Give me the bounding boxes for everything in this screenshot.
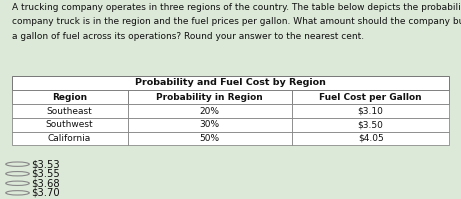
Text: 30%: 30% — [200, 120, 220, 129]
Text: $3.55: $3.55 — [31, 169, 60, 179]
Bar — [12, 118, 128, 132]
Bar — [12, 132, 128, 145]
Text: A trucking company operates in three regions of the country. The table below dep: A trucking company operates in three reg… — [12, 3, 461, 12]
Bar — [128, 104, 292, 118]
Text: $3.68: $3.68 — [31, 178, 60, 188]
Text: $3.50: $3.50 — [358, 120, 384, 129]
Text: Southeast: Southeast — [47, 107, 92, 116]
Text: 50%: 50% — [200, 134, 220, 143]
Bar — [12, 104, 128, 118]
Text: company truck is in the region and the fuel prices per gallon. What amount shoul: company truck is in the region and the f… — [12, 17, 461, 26]
Text: Southwest: Southwest — [46, 120, 94, 129]
Text: Probability in Region: Probability in Region — [156, 93, 263, 101]
Bar — [128, 118, 292, 132]
Text: $4.05: $4.05 — [358, 134, 384, 143]
Text: Probability and Fuel Cost by Region: Probability and Fuel Cost by Region — [135, 78, 326, 87]
Text: 20%: 20% — [200, 107, 220, 116]
Bar — [12, 76, 449, 90]
Bar — [292, 104, 449, 118]
Bar — [128, 90, 292, 104]
Text: $3.70: $3.70 — [31, 188, 60, 198]
Bar — [292, 132, 449, 145]
Text: California: California — [48, 134, 91, 143]
Bar — [292, 90, 449, 104]
Text: Region: Region — [52, 93, 87, 101]
Text: a gallon of fuel across its operations? Round your answer to the nearest cent.: a gallon of fuel across its operations? … — [12, 32, 364, 41]
Text: $3.53: $3.53 — [31, 159, 60, 169]
Bar — [292, 118, 449, 132]
Text: Fuel Cost per Gallon: Fuel Cost per Gallon — [319, 93, 422, 101]
Bar — [12, 90, 128, 104]
Text: $3.10: $3.10 — [358, 107, 384, 116]
Bar — [128, 132, 292, 145]
